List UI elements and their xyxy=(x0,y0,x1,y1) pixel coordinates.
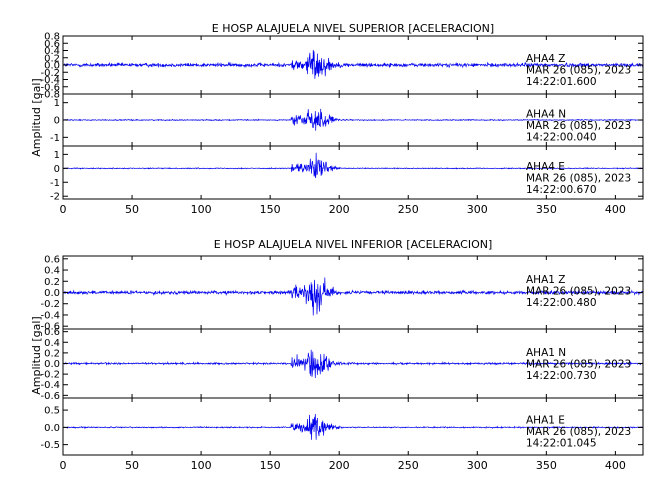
y-tick-label: -0.8 xyxy=(40,90,60,101)
x-tick-label: 400 xyxy=(605,459,626,472)
y-tick-label: -1 xyxy=(50,133,60,144)
y-tick-label: -1 xyxy=(50,178,60,189)
trace-time-label: 14:22:00.670 xyxy=(526,184,597,196)
y-tick-label: 0.0 xyxy=(44,423,60,434)
waveform-trace xyxy=(62,413,644,440)
y-tick-label: 0.8 xyxy=(44,32,60,43)
trace-date-label: MAR 26 (085), 2023 xyxy=(526,172,631,184)
y-tick-label: 0 xyxy=(54,164,60,175)
y-tick-label: -0.6 xyxy=(40,322,60,333)
x-tick-label: 150 xyxy=(260,203,281,216)
y-tick-label: -0.2 xyxy=(40,299,60,310)
y-tick-label: 0.4 xyxy=(44,338,60,349)
panel-frame xyxy=(62,397,644,456)
y-tick-label: 0.0 xyxy=(44,61,60,72)
x-tick-label: 350 xyxy=(536,459,557,472)
y-tick-label: 0.0 xyxy=(44,288,60,299)
y-tick-label: 0.6 xyxy=(44,254,60,265)
y-tick-label: -2 xyxy=(50,192,60,203)
y-axis-label: Amplitud [gal] xyxy=(30,78,43,156)
waveform-trace xyxy=(62,277,644,316)
x-tick-label: 50 xyxy=(125,459,139,472)
trace-date-label: MAR 26 (085), 2023 xyxy=(526,120,631,132)
y-tick-label: -0.2 xyxy=(40,68,60,79)
y-tick-label: 0.6 xyxy=(44,327,60,338)
x-tick-label: 300 xyxy=(467,459,488,472)
x-tick-label: 200 xyxy=(329,459,350,472)
y-tick-label: 0.4 xyxy=(44,46,60,57)
y-tick-label: 0.2 xyxy=(44,277,60,288)
y-tick-label: 0.5 xyxy=(44,406,60,417)
y-tick-label: 0.4 xyxy=(44,266,60,277)
waveform-trace xyxy=(62,108,644,131)
trace-station-label: AHA4 Z xyxy=(526,53,565,65)
trace-date-label: MAR 26 (085), 2023 xyxy=(526,286,631,298)
trace-station-label: AHA1 E xyxy=(526,415,565,427)
y-tick-label: 0.0 xyxy=(44,359,60,370)
waveform-trace xyxy=(62,349,644,379)
x-tick-label: 150 xyxy=(260,459,281,472)
chart-title: E HOSP ALAJUELA NIVEL SUPERIOR [ACELERAC… xyxy=(212,22,494,35)
trace-date-label: MAR 26 (085), 2023 xyxy=(526,426,631,438)
x-tick-label: 350 xyxy=(536,203,557,216)
trace-date-label: MAR 26 (085), 2023 xyxy=(526,65,631,77)
x-tick-label: 200 xyxy=(329,203,350,216)
y-tick-label: 0 xyxy=(54,116,60,127)
panel-frame xyxy=(62,145,644,200)
x-tick-label: 250 xyxy=(398,459,419,472)
y-tick-label: -0.4 xyxy=(40,310,60,321)
x-axis: 0 50 100 150 200 250 300 350 400 xyxy=(60,203,626,216)
y-tick-label: 0.2 xyxy=(44,348,60,359)
y-tick-label: -0.4 xyxy=(40,75,60,86)
y-tick-label: 0.6 xyxy=(44,39,60,50)
chart-title: E HOSP ALAJUELA NIVEL INFERIOR [ACELERAC… xyxy=(214,238,493,251)
x-tick-label: 50 xyxy=(125,203,139,216)
trace-panel-aha4-z: -0.8-0.6-0.4-0.20.00.20.40.60.8 AHA4 ZMAR… xyxy=(40,32,644,101)
x-tick-label: 300 xyxy=(467,203,488,216)
x-tick-label: 250 xyxy=(398,203,419,216)
trace-time-label: 14:22:01.045 xyxy=(526,438,597,450)
y-axis-label: Amplitud [gal] xyxy=(30,316,43,394)
x-tick-label: 0 xyxy=(60,459,67,472)
waveform-trace xyxy=(62,49,644,79)
x-tick-label: 100 xyxy=(191,203,212,216)
y-tick-label: -0.5 xyxy=(40,440,60,451)
trace-station-label: AHA1 N xyxy=(526,347,566,359)
y-tick-label: 1 xyxy=(54,98,60,109)
trace-station-label: AHA4 E xyxy=(526,161,565,173)
y-tick-label: -0.6 xyxy=(40,391,60,402)
trace-time-label: 14:22:01.600 xyxy=(526,76,597,88)
trace-station-label: AHA1 Z xyxy=(526,274,565,286)
trace-time-label: 14:22:00.040 xyxy=(526,131,597,143)
trace-time-label: 14:22:00.730 xyxy=(526,370,597,382)
y-tick-label: -0.6 xyxy=(40,82,60,93)
x-tick-label: 400 xyxy=(605,203,626,216)
y-tick-label: 0.2 xyxy=(44,53,60,64)
trace-date-label: MAR 26 (085), 2023 xyxy=(526,359,631,371)
y-tick-label: 1 xyxy=(54,150,60,161)
waveform-trace xyxy=(62,152,644,179)
trace-time-label: 14:22:00.480 xyxy=(526,297,597,309)
x-axis: 0 50 100 150 200 250 300 350 400 xyxy=(60,459,626,472)
x-tick-label: 0 xyxy=(60,203,67,216)
trace-station-label: AHA4 N xyxy=(526,108,566,120)
y-tick-label: -0.2 xyxy=(40,370,60,381)
x-tick-label: 100 xyxy=(191,459,212,472)
y-tick-label: -0.4 xyxy=(40,380,60,391)
